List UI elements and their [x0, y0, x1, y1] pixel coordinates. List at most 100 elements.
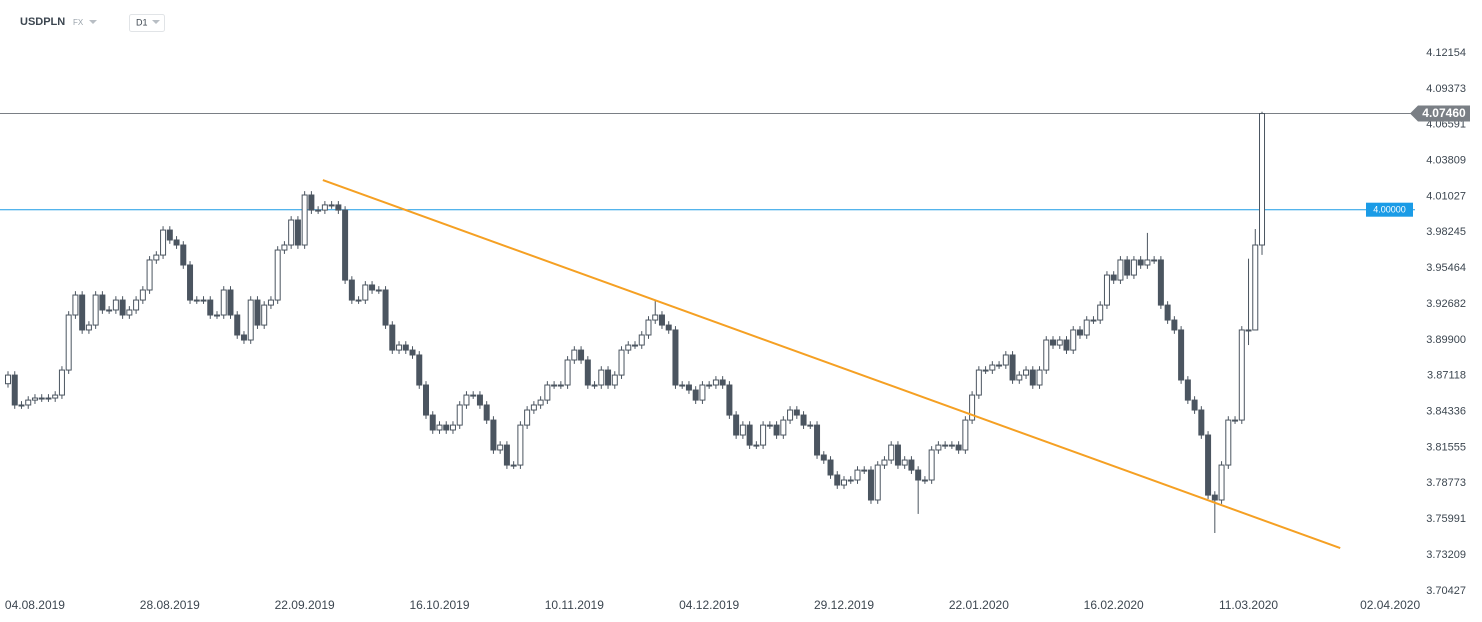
candle-body [1029, 369, 1036, 386]
x-tick-label: 10.11.2019 [545, 598, 604, 612]
candle-body [1110, 274, 1117, 281]
candle-body [632, 344, 639, 347]
candle-body [1238, 329, 1245, 421]
candle-body [793, 409, 800, 416]
candle-body [79, 294, 86, 331]
candle-body [18, 404, 25, 407]
x-tick-label: 02.04.2020 [1360, 598, 1420, 612]
dropdown-arrow[interactable] [89, 20, 97, 24]
candle-body [1043, 339, 1050, 371]
price-tag [1410, 105, 1470, 122]
candle-body [874, 464, 881, 501]
y-tick-label: 3.81555 [1426, 441, 1466, 453]
y-tick-label: 4.12154 [1426, 47, 1466, 59]
candle-body [1225, 419, 1232, 466]
candle-body [1083, 319, 1090, 336]
candle-body [544, 384, 551, 401]
candle-body [308, 194, 315, 211]
candle-body [1050, 339, 1057, 346]
candle-body [1191, 399, 1198, 411]
candle-body [470, 394, 477, 397]
candle-body [321, 204, 328, 211]
candle-body [254, 299, 261, 326]
dropdown-arrow[interactable] [152, 20, 160, 24]
candle-body [530, 404, 537, 411]
candle-body [618, 349, 625, 376]
level-tag [1366, 202, 1413, 217]
candle-body [133, 299, 140, 311]
candle-body [584, 359, 591, 386]
level-label: 4.00000 [1373, 205, 1406, 215]
candle-body [1076, 329, 1083, 336]
candle-body [807, 424, 814, 427]
candle-body [1056, 339, 1063, 346]
candle-body [1232, 419, 1239, 422]
candle-body [429, 414, 436, 431]
candle-body [31, 397, 38, 401]
candle-body [193, 299, 200, 302]
candle-body [787, 409, 794, 421]
candle-body [557, 384, 564, 387]
interval-select[interactable] [129, 14, 165, 32]
candle-body [261, 304, 268, 326]
candle-body [888, 444, 895, 461]
candle-body [1259, 113, 1266, 246]
candle-body [564, 359, 571, 386]
candle-body [180, 244, 187, 266]
candle-body [800, 414, 807, 426]
candle-body [1144, 259, 1151, 266]
candle-body [234, 314, 241, 336]
x-tick-label: 16.10.2019 [409, 598, 469, 612]
candle-body [5, 374, 11, 385]
candle-body [753, 444, 760, 447]
y-tick-label: 3.70427 [1426, 585, 1466, 597]
x-tick-label: 11.03.2020 [1219, 598, 1278, 612]
candle-body [692, 389, 699, 401]
candle-body [605, 369, 612, 386]
candle-body [227, 289, 234, 316]
candle-body [301, 194, 308, 246]
candle-body [375, 289, 382, 292]
y-tick-label: 3.95464 [1426, 262, 1466, 274]
candle-body [362, 284, 369, 301]
candle-body [92, 294, 99, 326]
candle-body [72, 294, 79, 316]
candle-body [281, 244, 288, 251]
candle-body [85, 324, 92, 331]
candle-body [1178, 329, 1185, 381]
candle-body [173, 239, 180, 246]
y-tick-label: 3.92682 [1426, 298, 1466, 310]
y-tick-label: 3.87118 [1427, 370, 1466, 382]
candle-body [935, 444, 942, 451]
candle-body [11, 374, 18, 406]
candle-body [996, 364, 1003, 367]
candle-body [1205, 434, 1212, 496]
candle-body [780, 419, 787, 436]
candle-body [126, 309, 133, 316]
candle-body [699, 384, 706, 401]
candle-body [537, 399, 544, 406]
candle-body [611, 374, 618, 386]
candle-body [328, 204, 335, 207]
candle-body [1117, 259, 1124, 281]
candle-body [99, 294, 106, 311]
candle-body [1218, 464, 1225, 501]
candle-body [814, 424, 821, 456]
x-tick-label: 16.02.2020 [1084, 598, 1144, 612]
candle-body [1002, 354, 1009, 366]
candle-body [1023, 369, 1030, 376]
candle-body [214, 314, 221, 317]
candle-body [578, 349, 585, 361]
candle-body [146, 259, 153, 291]
candle-body [52, 394, 59, 399]
symbol: USDPLN [20, 16, 65, 28]
candle-body [942, 444, 949, 447]
candle-body [166, 229, 173, 241]
candle-body [1009, 354, 1016, 381]
y-tick-label: 3.78773 [1426, 477, 1466, 489]
candle-body [915, 469, 922, 481]
candle-body [119, 299, 126, 316]
candle-body [1164, 304, 1171, 321]
candle-body [443, 424, 450, 431]
candle-body [220, 289, 227, 316]
